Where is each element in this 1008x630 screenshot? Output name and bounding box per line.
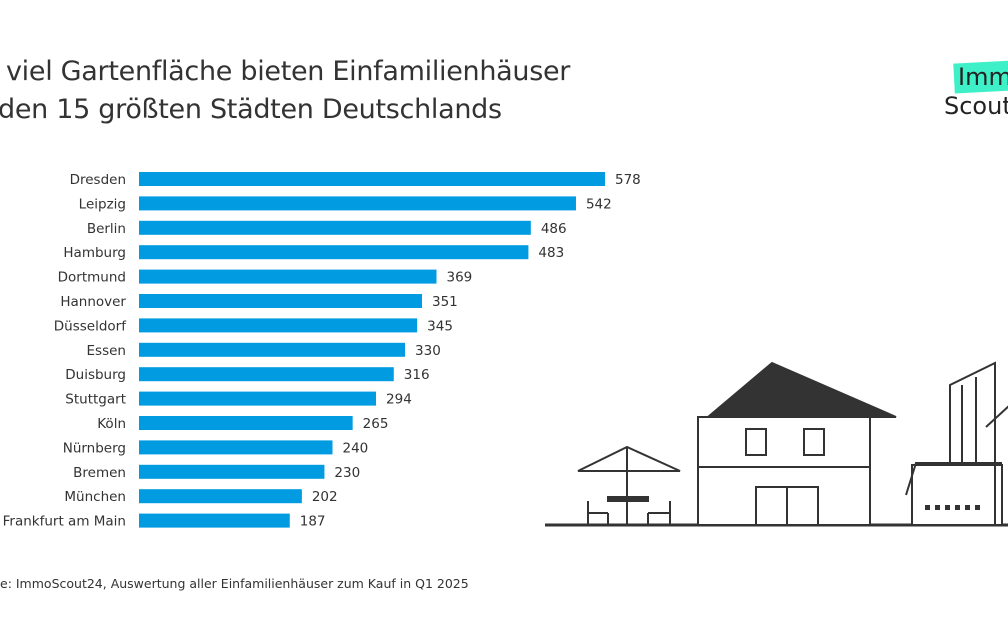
category-label: Essen [87,343,126,359]
category-label: Hamburg [63,245,126,261]
value-label: 294 [386,392,412,408]
bar-chart: Dresden 578 Leipzig 542 Berlin 486 Hamburg 483 D… [3,172,641,530]
value-label: 483 [538,245,564,261]
bar-berlin [139,220,531,235]
bar-dresden [139,172,605,186]
category-label: Hannover [60,294,126,310]
bar-nürnberg [139,440,333,455]
houses-illustration-icon [545,361,1008,527]
value-label: 345 [427,318,453,334]
value-label: 202 [312,489,338,505]
category-label: Dresden [70,172,126,188]
bar-bremen [139,464,325,479]
category-label: Düsseldorf [54,318,127,334]
category-label: Leipzig [79,196,126,212]
bar-duisburg [139,367,394,382]
category-label: Frankfurt am Main [3,514,126,530]
value-label: 542 [586,196,612,212]
value-label: 230 [334,465,360,481]
category-label: Köln [97,416,126,432]
value-label: 351 [432,294,458,310]
bar-frankfurt-am-main [139,513,290,528]
category-label: Stuttgart [65,392,126,408]
chart-title-line-2: den 15 größten Städten Deutschlands [0,94,502,125]
source-note: e: ImmoScout24, Auswertung aller Einfami… [0,576,469,591]
value-label: 578 [615,172,641,188]
bar-münchen [139,489,302,504]
bar-hamburg [139,245,529,260]
bar-köln [139,416,353,430]
bar-hannover [139,294,422,308]
value-label: 486 [541,221,567,237]
logo-text-immo: Immo [958,63,1008,91]
value-label: 330 [415,343,441,359]
category-label: Dortmund [58,270,126,286]
category-label: Berlin [87,221,126,237]
bar-stuttgart [139,391,377,406]
category-label: Bremen [73,465,126,481]
value-label: 187 [300,514,326,530]
bar-dortmund [139,269,437,284]
bar-düsseldorf [139,318,418,333]
value-label: 265 [363,416,389,432]
bar-essen [139,342,406,357]
logo-text-scout: Scout [944,92,1008,120]
category-label: Nürnberg [63,440,126,456]
category-label: Duisburg [65,367,126,383]
value-label: 316 [404,367,430,383]
value-label: 369 [446,270,472,286]
category-label: München [64,489,126,505]
value-label: 240 [342,440,368,456]
chart-title-line-1: viel Gartenfläche bieten Einfamilienhäus… [6,56,571,87]
bar-leipzig [139,196,576,211]
